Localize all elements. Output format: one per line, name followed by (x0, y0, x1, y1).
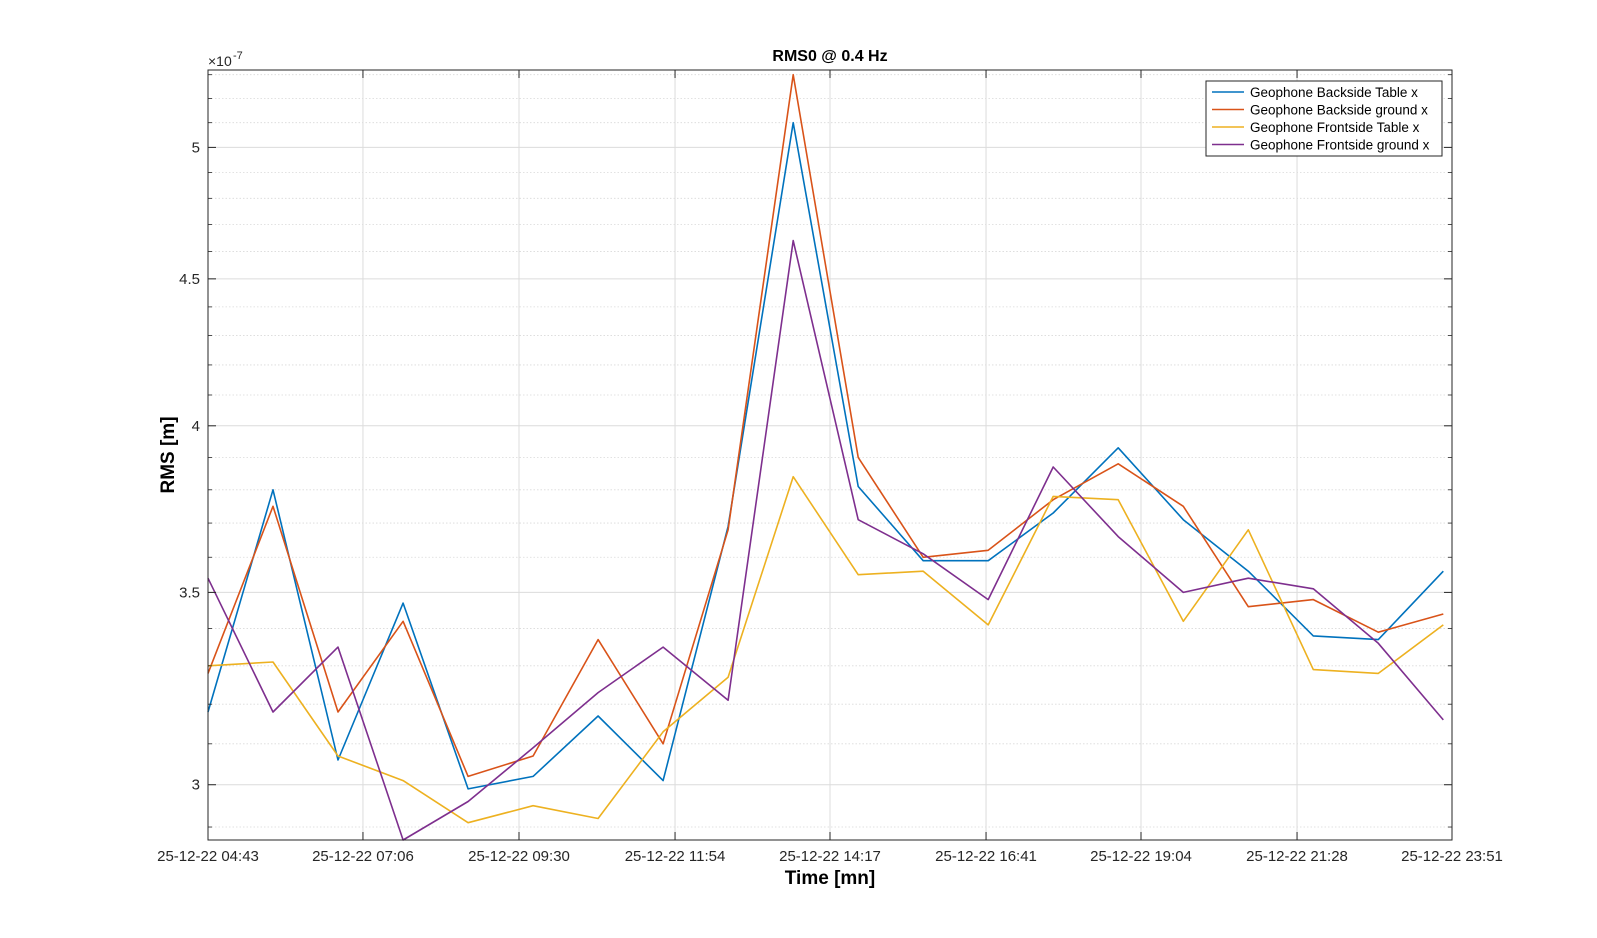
y-exponent-power: -7 (233, 50, 243, 62)
minor-grid (208, 74, 1452, 828)
series-line (207, 73, 1444, 778)
x-tick-label: 25-12-22 19:04 (1090, 848, 1192, 865)
series-lines (207, 73, 1444, 841)
x-axis-title: Time [mn] (785, 868, 875, 889)
x-tick-label: 25-12-22 16:41 (935, 848, 1037, 865)
series-line (207, 239, 1444, 841)
series-line (207, 121, 1444, 790)
y-exponent-base: ×10 (208, 53, 232, 69)
y-tick-label: 3 (192, 777, 200, 794)
legend-label: Geophone Frontside Table x (1250, 120, 1420, 135)
legend: Geophone Backside Table x Geophone Backsi… (1205, 80, 1443, 157)
y-exponent: ×10 -7 (208, 50, 243, 69)
x-tick-label: 25-12-22 09:30 (468, 848, 570, 865)
legend-label: Geophone Frontside ground x (1250, 138, 1430, 153)
y-tick-label: 3.5 (179, 584, 200, 601)
y-tick-label: 4 (192, 418, 200, 435)
y-axis-title: RMS [m] (158, 416, 179, 493)
x-tick-label: 25-12-22 07:06 (312, 848, 414, 865)
tick-labels: 3 3.5 4 4.5 5 25-12-22 04:43 25-12-22 07:06 25-… (157, 139, 1503, 865)
x-tick-label: 25-12-22 14:17 (779, 848, 881, 865)
x-tick-label: 25-12-22 21:28 (1246, 848, 1348, 865)
series-line (207, 475, 1444, 824)
y-tick-label: 4.5 (179, 271, 200, 288)
chart-title: RMS0 @ 0.4 Hz (772, 48, 887, 65)
legend-label: Geophone Backside Table x (1250, 85, 1418, 100)
y-tick-label: 5 (192, 139, 200, 156)
legend-label: Geophone Backside ground x (1250, 103, 1428, 118)
legend-box (1205, 80, 1443, 157)
ticks (207, 70, 1453, 840)
x-tick-label: 25-12-22 11:54 (625, 848, 726, 865)
x-tick-label: 25-12-22 23:51 (1401, 848, 1503, 865)
x-tick-label: 25-12-22 04:43 (157, 848, 259, 865)
